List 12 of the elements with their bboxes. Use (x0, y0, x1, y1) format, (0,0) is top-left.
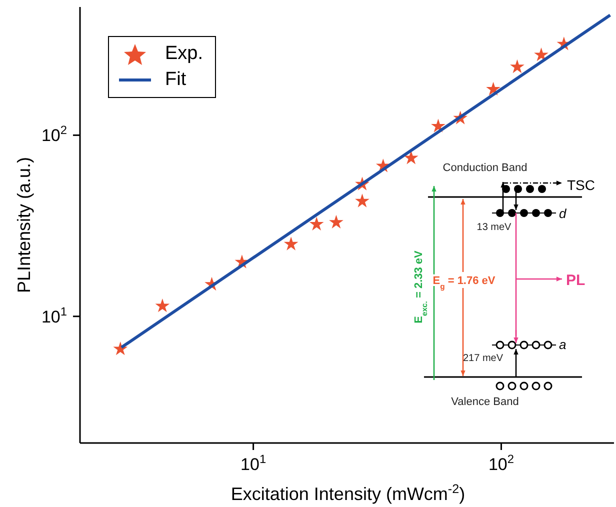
annotation: PL (566, 272, 586, 289)
x-axis-title: Excitation Intensity (mWcm$^{-2}$) (230, 482, 466, 504)
annotation: d (559, 206, 567, 221)
annotation: 217 meV (462, 353, 504, 364)
legend-label: Exp. (165, 43, 204, 65)
annotation: a (559, 337, 566, 352)
annotation: TSC (567, 177, 595, 193)
annotation: Valence Band (451, 396, 519, 408)
y-axis-title: PLIntensity (a.u.) (14, 156, 34, 294)
annotation: Conduction Band (442, 162, 528, 174)
annotation: 13 meV (476, 222, 512, 233)
legend-label: Fit (165, 69, 186, 91)
